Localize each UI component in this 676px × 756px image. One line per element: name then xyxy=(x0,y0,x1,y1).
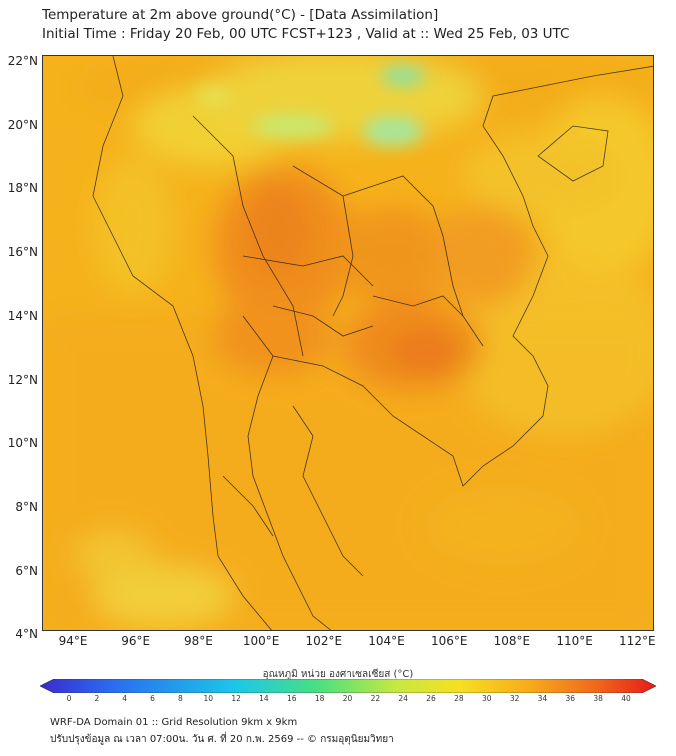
lat-label: 12°N xyxy=(7,372,38,387)
lon-label: 104°E xyxy=(368,634,405,648)
colorbar-tick: 16 xyxy=(287,694,297,703)
colorbar-tick: 4 xyxy=(122,694,128,703)
colorbar-tick: 8 xyxy=(178,694,183,703)
colorbar-tick: 14 xyxy=(259,694,269,703)
temperature-field xyxy=(43,56,653,630)
colorbar-tick: 20 xyxy=(342,694,353,703)
lat-label: 16°N xyxy=(7,245,38,260)
chart-title: Temperature at 2m above ground(°C) - [Da… xyxy=(42,7,439,23)
lon-label: 94°E xyxy=(58,634,88,648)
lat-label: 6°N xyxy=(15,563,38,578)
temperature-map xyxy=(42,55,654,631)
lat-label: 4°N xyxy=(15,627,38,642)
colorbar xyxy=(40,679,656,693)
lon-label: 110°E xyxy=(556,634,593,648)
colorbar-tick: 26 xyxy=(426,694,436,703)
lon-label: 100°E xyxy=(242,634,280,648)
colorbar-tick: 10 xyxy=(203,694,214,703)
lon-label: 98°E xyxy=(183,634,213,648)
colorbar-tick: 0 xyxy=(66,694,72,703)
colorbar-tick: 2 xyxy=(94,694,100,703)
colorbar-tick: 32 xyxy=(509,694,520,703)
colorbar-tick: 30 xyxy=(481,694,492,703)
lon-label: 96°E xyxy=(121,634,151,648)
lat-label: 22°N xyxy=(7,54,38,68)
lat-label: 20°N xyxy=(7,117,38,132)
colorbar-tick: 18 xyxy=(314,694,325,703)
colorbar-tick: 24 xyxy=(398,694,408,703)
colorbar-tick: 38 xyxy=(593,694,603,703)
footer-update-info: ปรับปรุงข้อมูล ณ เวลา 07:00น. วัน ศ. ที่… xyxy=(50,734,394,745)
lat-label: 14°N xyxy=(7,308,38,323)
colorbar-tick: 22 xyxy=(370,694,381,703)
lon-label: 112°E xyxy=(619,634,656,648)
colorbar-tick: 12 xyxy=(231,694,241,703)
colorbar-tick: 34 xyxy=(537,694,548,703)
lat-label: 10°N xyxy=(7,436,38,451)
chart-subtitle: Initial Time : Friday 20 Feb, 00 UTC FCS… xyxy=(42,26,570,42)
lon-label: 102°E xyxy=(305,634,343,648)
lon-label: 108°E xyxy=(493,634,531,648)
footer-domain-info: WRF-DA Domain 01 :: Grid Resolution 9km … xyxy=(50,717,298,728)
lon-label: 106°E xyxy=(430,634,468,648)
lat-label: 8°N xyxy=(15,499,38,514)
colorbar-tick: 28 xyxy=(454,694,464,703)
colorbar-tick: 36 xyxy=(565,694,576,703)
lat-label: 18°N xyxy=(7,181,38,196)
colorbar-tick: 40 xyxy=(621,694,631,703)
colorbar-title: อุณหภูมิ หน่วย องศาเซลเซียส (°C) xyxy=(262,669,414,680)
colorbar-tick: 6 xyxy=(150,694,155,703)
